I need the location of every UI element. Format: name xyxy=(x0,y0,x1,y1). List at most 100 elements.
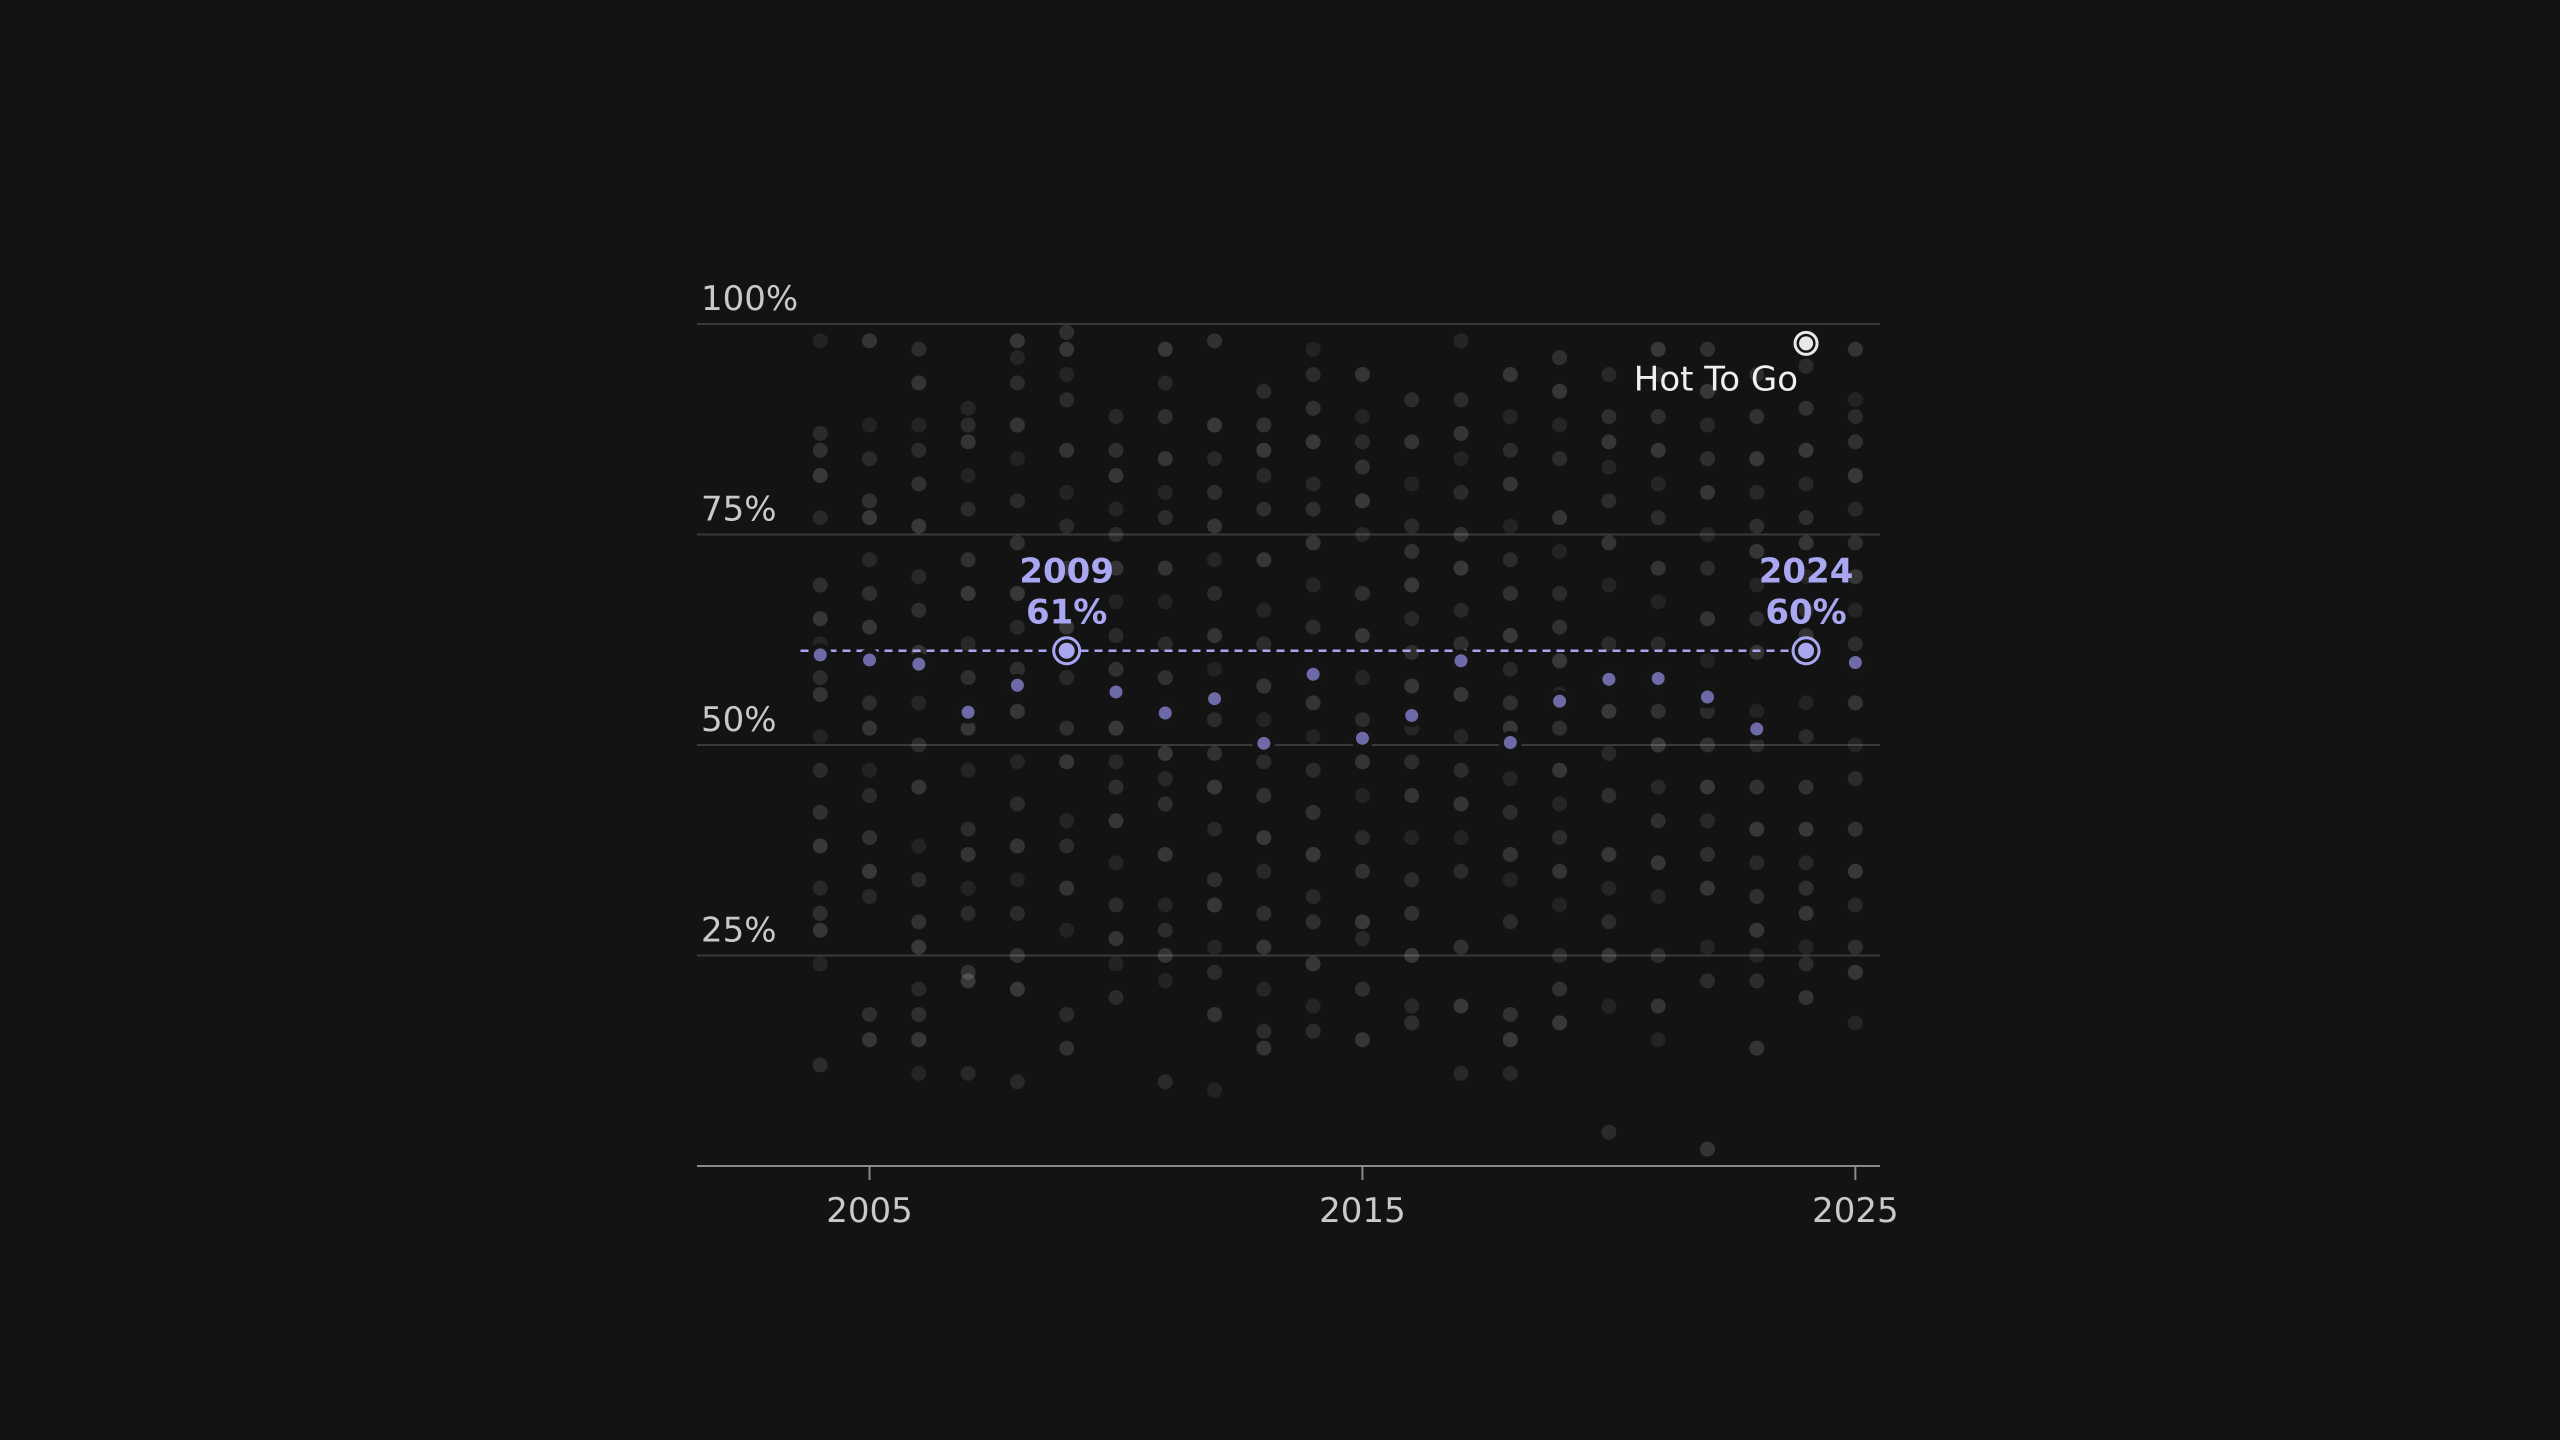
background-point xyxy=(812,670,828,686)
background-point xyxy=(1256,468,1272,484)
background-point xyxy=(1059,838,1075,854)
background-point xyxy=(1699,880,1715,896)
background-point xyxy=(1502,914,1518,930)
background-point xyxy=(1847,535,1863,551)
background-point xyxy=(1157,796,1173,812)
background-point xyxy=(1009,493,1025,509)
background-point xyxy=(862,451,878,467)
background-point xyxy=(1650,889,1666,905)
background-point xyxy=(862,552,878,568)
background-point xyxy=(1749,821,1765,837)
background-point xyxy=(1207,552,1223,568)
background-point xyxy=(1798,779,1814,795)
background-point xyxy=(1404,998,1420,1014)
background-point xyxy=(862,830,878,846)
background-point xyxy=(1502,771,1518,787)
background-point xyxy=(1453,863,1469,879)
background-point xyxy=(812,611,828,627)
background-point xyxy=(1798,905,1814,921)
background-point xyxy=(1453,425,1469,441)
background-point xyxy=(1108,897,1124,913)
background-point xyxy=(1798,990,1814,1006)
background-point xyxy=(1749,973,1765,989)
background-point xyxy=(812,468,828,484)
background-point xyxy=(1157,846,1173,862)
background-point xyxy=(1699,737,1715,753)
background-point xyxy=(812,956,828,972)
background-point xyxy=(911,341,927,357)
background-point xyxy=(1256,383,1272,399)
background-point xyxy=(1059,1006,1075,1022)
background-point xyxy=(1404,754,1420,770)
background-point xyxy=(812,905,828,921)
background-point xyxy=(1108,628,1124,644)
background-point xyxy=(960,905,976,921)
background-point xyxy=(1108,720,1124,736)
average-point xyxy=(1449,649,1473,673)
background-point xyxy=(1552,350,1568,366)
background-point xyxy=(1798,956,1814,972)
background-point xyxy=(812,804,828,820)
background-point xyxy=(1059,341,1075,357)
background-point xyxy=(911,939,927,955)
background-points xyxy=(812,324,1863,1157)
background-point xyxy=(1256,552,1272,568)
background-point xyxy=(1009,661,1025,677)
background-point xyxy=(1207,939,1223,955)
background-point xyxy=(862,493,878,509)
background-point xyxy=(1552,897,1568,913)
background-point xyxy=(1699,779,1715,795)
background-point xyxy=(1502,872,1518,888)
background-point xyxy=(812,762,828,778)
background-point xyxy=(1059,484,1075,500)
background-point xyxy=(1601,636,1617,652)
background-point xyxy=(1847,821,1863,837)
background-point xyxy=(1453,560,1469,576)
background-point xyxy=(1009,796,1025,812)
background-point xyxy=(862,1032,878,1048)
background-point xyxy=(1354,409,1370,425)
background-point xyxy=(1601,1124,1617,1140)
background-point xyxy=(1108,442,1124,458)
background-point xyxy=(1157,948,1173,963)
background-point xyxy=(1009,981,1025,997)
background-point xyxy=(1699,939,1715,955)
background-point xyxy=(1059,560,1075,576)
background-point xyxy=(960,973,976,989)
background-point xyxy=(911,695,927,711)
background-point xyxy=(911,375,927,391)
background-point xyxy=(1305,535,1321,551)
background-point xyxy=(1157,636,1173,652)
background-point xyxy=(1847,569,1863,585)
background-point xyxy=(911,981,927,997)
background-point xyxy=(960,846,976,862)
background-point xyxy=(1354,434,1370,450)
background-point xyxy=(1207,484,1223,500)
background-point xyxy=(1453,636,1469,652)
background-point xyxy=(1847,392,1863,408)
background-point xyxy=(1552,981,1568,997)
background-point xyxy=(1256,417,1272,433)
background-point xyxy=(1749,367,1765,383)
background-point xyxy=(1305,619,1321,635)
background-point xyxy=(1354,585,1370,601)
y-tick-label: 50% xyxy=(701,700,777,740)
background-point xyxy=(1502,585,1518,601)
background-point xyxy=(1650,510,1666,526)
background-point xyxy=(1749,543,1765,559)
background-point xyxy=(1552,653,1568,669)
background-point xyxy=(1601,367,1617,383)
background-point xyxy=(1207,417,1223,433)
background-point xyxy=(1847,434,1863,450)
background-point xyxy=(1256,1040,1272,1056)
background-point xyxy=(960,880,976,896)
background-point xyxy=(960,468,976,484)
background-point xyxy=(1354,1032,1370,1048)
background-point xyxy=(1305,914,1321,930)
background-point xyxy=(1552,863,1568,879)
background-point xyxy=(1749,779,1765,795)
background-point xyxy=(812,880,828,896)
background-point xyxy=(1404,392,1420,408)
highlight-value-label: 61% xyxy=(1026,593,1107,633)
background-point xyxy=(960,552,976,568)
